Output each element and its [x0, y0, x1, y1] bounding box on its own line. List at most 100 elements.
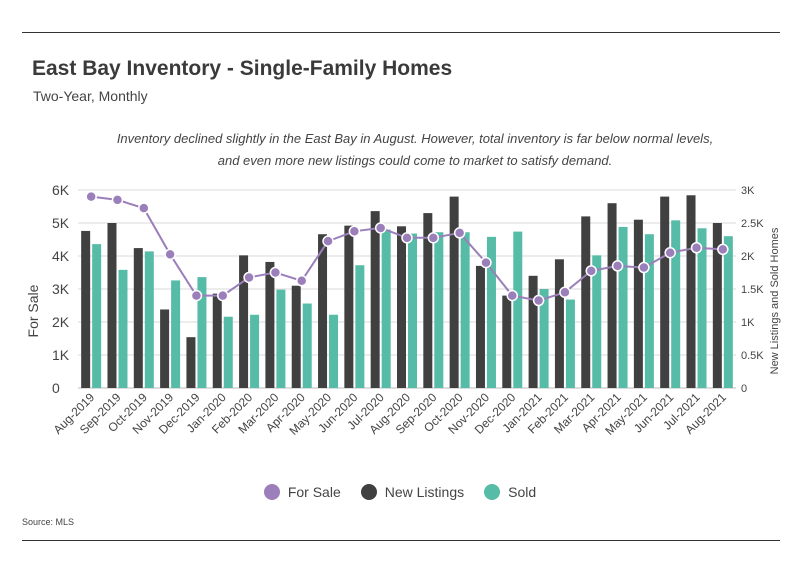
point-for-sale	[190, 289, 203, 302]
bar-new-listings	[133, 248, 143, 388]
bar-sold	[118, 269, 128, 388]
bar-new-listings	[528, 275, 538, 388]
right-tick-label: 1K	[741, 317, 755, 329]
bar-sold	[92, 244, 102, 388]
bar-sold	[329, 314, 339, 388]
point-for-sale	[85, 190, 97, 203]
point-for-sale	[664, 246, 676, 259]
bar-sold	[276, 289, 286, 388]
bar-new-listings	[186, 337, 196, 388]
bar-sold	[539, 289, 549, 388]
bar-sold	[250, 314, 260, 388]
bar-new-listings	[107, 223, 117, 388]
right-tick-label: 2K	[741, 251, 755, 263]
left-tick-label: 5K	[52, 215, 70, 231]
chart-subtitle: Two-Year, Monthly	[33, 88, 148, 104]
bar-sold	[486, 236, 496, 388]
bar-new-listings	[423, 213, 433, 388]
annotation-line-2: and even more new listings could come to…	[217, 153, 613, 168]
right-tick-label: 1.5K	[741, 284, 764, 296]
bar-sold	[408, 233, 417, 388]
point-for-sale	[453, 227, 466, 239]
point-for-sale	[717, 243, 729, 256]
bar-new-listings	[81, 230, 91, 388]
bar-new-listings	[475, 265, 485, 388]
left-tick-label: 2K	[52, 314, 70, 330]
bar-sold	[460, 232, 470, 388]
bar-new-listings	[712, 223, 722, 388]
point-for-sale	[506, 289, 519, 302]
point-for-sale	[217, 289, 229, 302]
bar-sold	[144, 251, 154, 388]
bar-new-listings	[318, 234, 328, 388]
bar-new-listings	[397, 226, 406, 388]
bar-sold	[381, 229, 391, 388]
bar-sold	[355, 265, 365, 388]
point-for-sale	[243, 271, 255, 284]
legend-item-for-sale: For Sale	[263, 484, 341, 500]
bar-sold	[618, 226, 628, 388]
chart-title: East Bay Inventory - Single-Family Homes	[32, 57, 453, 80]
left-tick-label: 1K	[52, 347, 70, 363]
legend-item-new-listings: New Listings	[360, 484, 465, 500]
bar-new-listings	[449, 196, 459, 388]
bar-sold	[434, 232, 444, 388]
bar-new-listings	[239, 255, 249, 388]
source-note: Source: MLS	[22, 517, 75, 527]
point-for-sale	[269, 266, 282, 279]
bar-sold	[302, 303, 312, 388]
legend-label-new-listings: New Listings	[384, 484, 465, 500]
right-tick-label: 0	[741, 383, 747, 395]
chart-annotation: Inventory declined slightly in the East …	[110, 128, 720, 172]
legend: For Sale New Listings Sold	[0, 484, 800, 500]
point-for-sale	[401, 232, 413, 244]
top-rule	[22, 32, 780, 33]
legend-swatch-for-sale	[263, 484, 280, 500]
point-for-sale	[348, 225, 361, 237]
bar-sold	[223, 316, 233, 388]
legend-item-sold: Sold	[484, 484, 536, 500]
left-tick-label: 6K	[52, 182, 70, 198]
point-for-sale	[480, 256, 492, 269]
point-for-sale	[295, 275, 308, 287]
point-for-sale	[690, 242, 703, 254]
bar-new-listings	[607, 203, 617, 388]
point-for-sale	[585, 265, 597, 277]
bar-new-listings	[160, 309, 170, 388]
legend-label-sold: Sold	[508, 484, 537, 500]
left-tick-label: 3K	[52, 281, 70, 297]
point-for-sale	[427, 232, 440, 244]
point-for-sale	[138, 202, 150, 214]
annotation-line-1: Inventory declined slightly in the East …	[116, 131, 714, 146]
bar-new-listings	[581, 216, 591, 388]
left-axis-title: For Sale	[25, 284, 41, 337]
bottom-rule	[22, 540, 780, 541]
point-for-sale	[559, 286, 571, 299]
bar-new-listings	[633, 219, 643, 388]
point-for-sale	[611, 260, 624, 272]
bar-new-listings	[660, 196, 670, 388]
line-for-sale	[91, 195, 723, 302]
bar-sold	[592, 255, 602, 388]
bar-new-listings	[554, 259, 564, 388]
bar-new-listings	[265, 261, 275, 388]
point-for-sale	[532, 294, 545, 307]
right-tick-label: 3K	[741, 185, 755, 197]
point-for-sale	[638, 261, 650, 274]
bar-new-listings	[212, 293, 222, 388]
bar-sold	[565, 299, 575, 388]
bar-sold	[197, 277, 207, 388]
bar-sold	[513, 231, 523, 388]
bar-new-listings	[686, 195, 696, 388]
right-tick-label: 2.5K	[741, 218, 764, 230]
point-for-sale	[164, 248, 176, 261]
bar-new-listings	[344, 225, 354, 388]
point-for-sale	[374, 222, 387, 234]
right-tick-label: 0.5K	[741, 350, 764, 362]
point-for-sale	[111, 194, 124, 206]
bar-new-listings	[291, 285, 301, 388]
left-tick-label: 0	[52, 380, 60, 396]
left-tick-label: 4K	[52, 248, 70, 264]
bar-sold	[697, 228, 707, 388]
